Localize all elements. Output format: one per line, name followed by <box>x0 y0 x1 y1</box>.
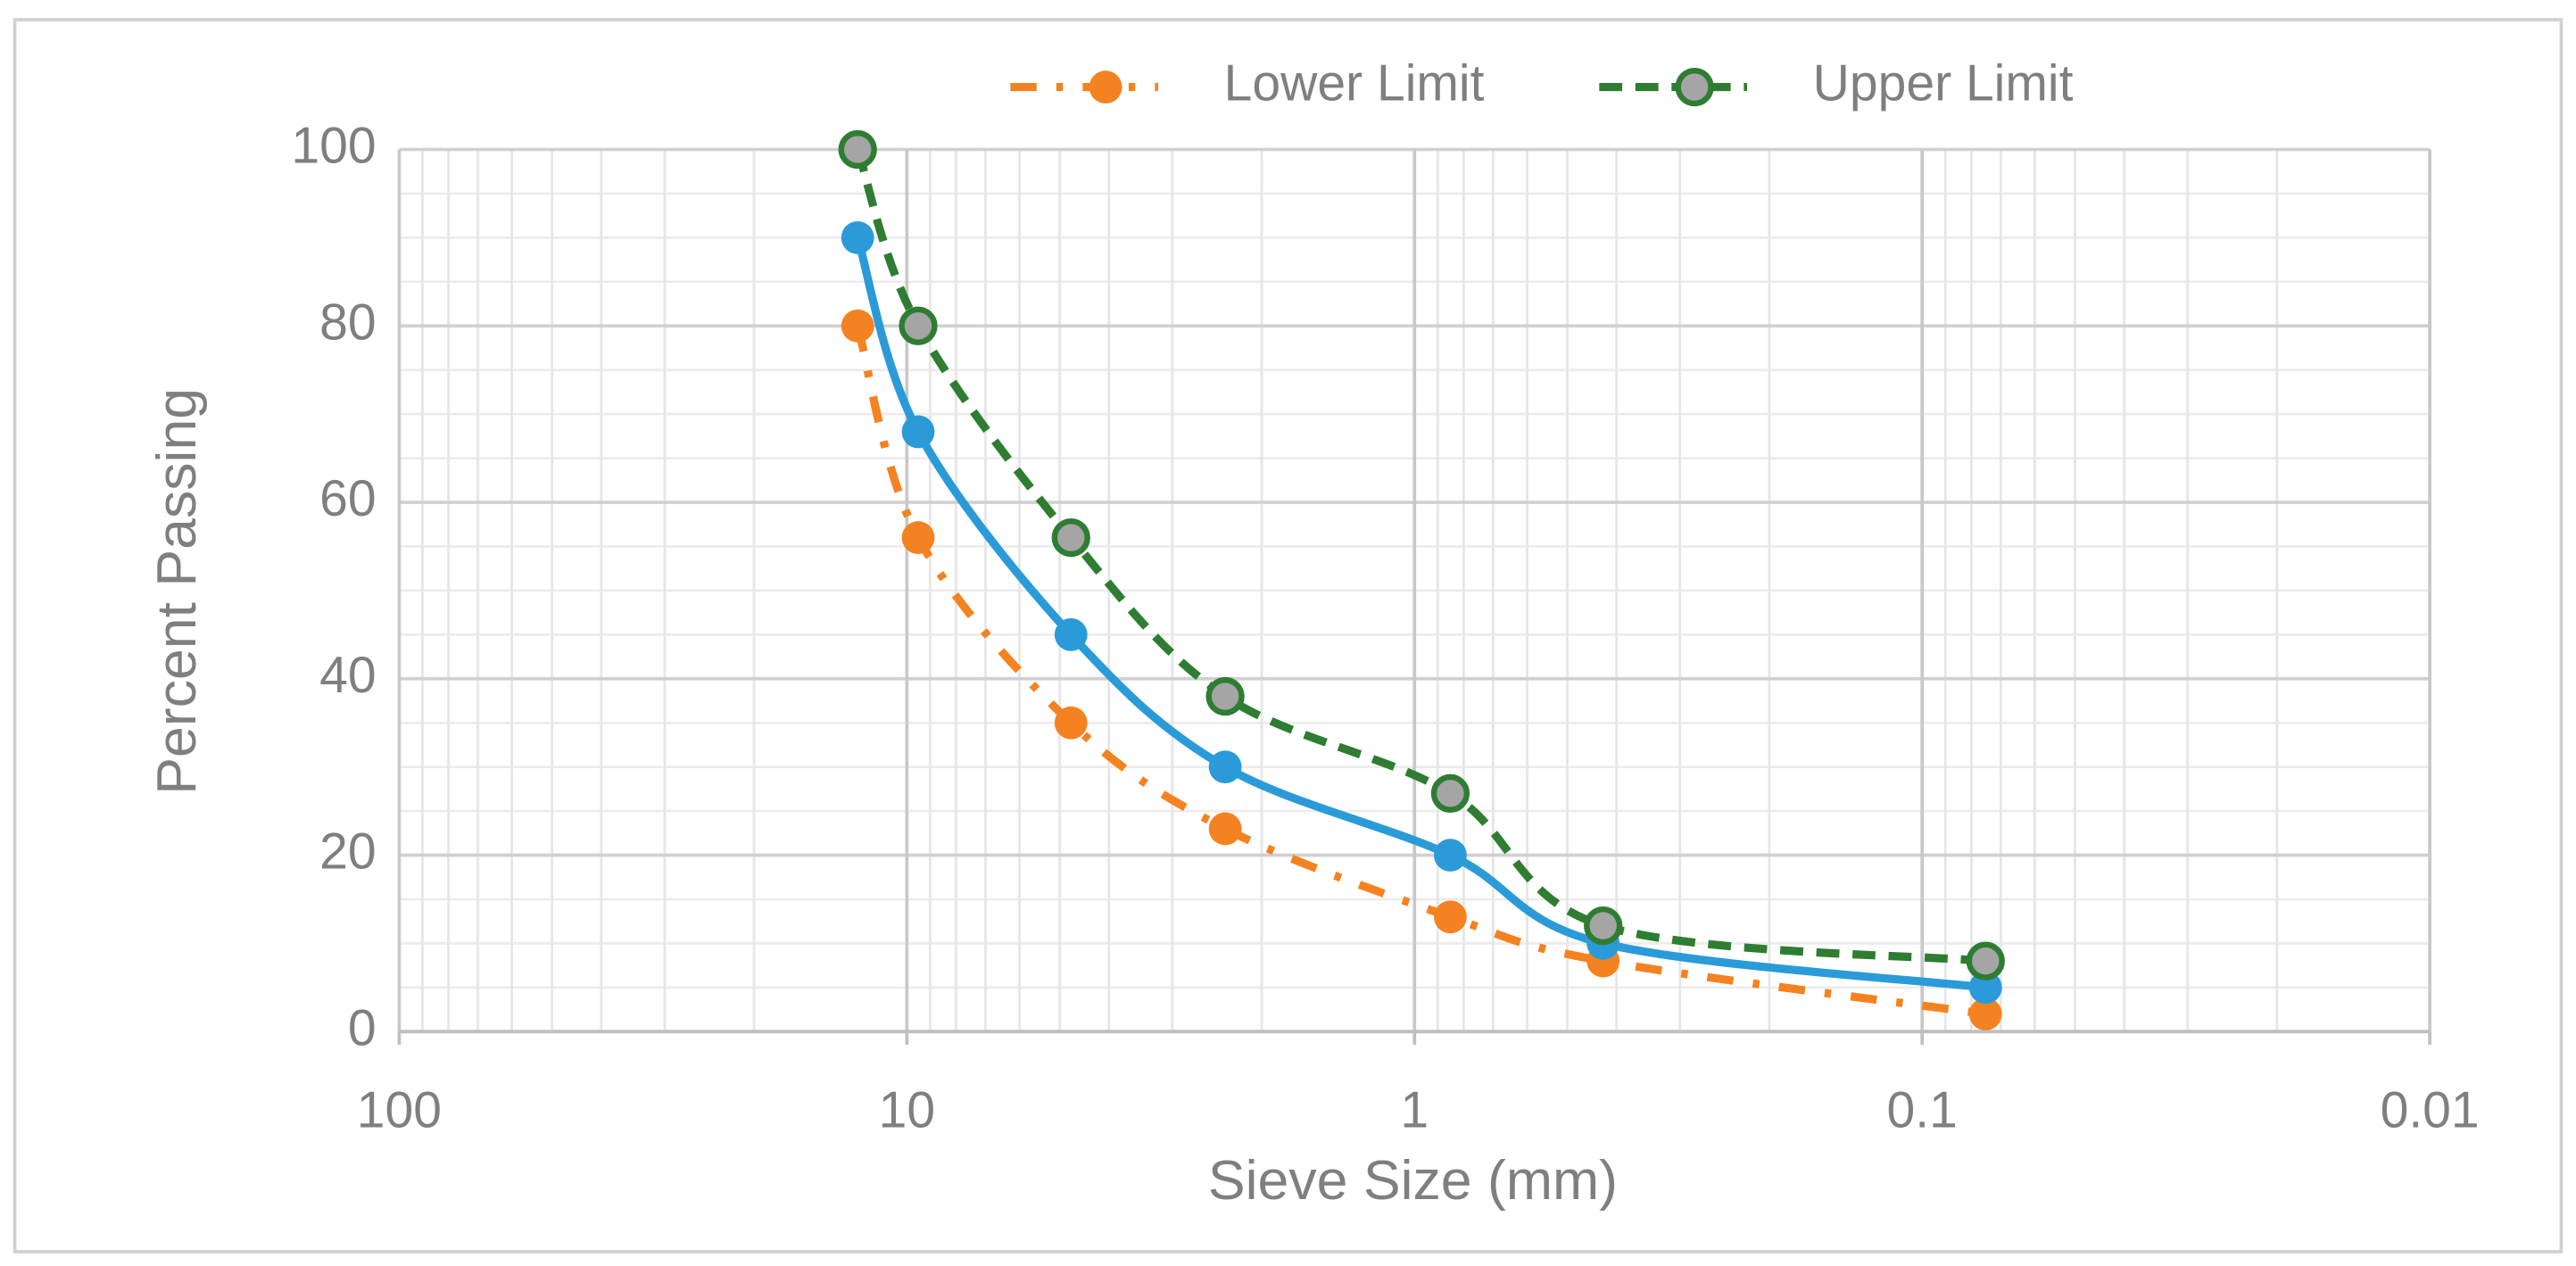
y-tick-label: 20 <box>319 823 376 881</box>
data-point <box>1584 906 1623 946</box>
data-point <box>1205 676 1245 716</box>
grid <box>397 147 2431 1034</box>
x-tick-label: 1 <box>1400 1081 1429 1138</box>
legend-marker <box>1675 67 1714 107</box>
y-tick-label: 0 <box>348 999 377 1056</box>
x-tick-label: 0.01 <box>2381 1081 2480 1138</box>
y-tick-label: 60 <box>319 470 376 527</box>
data-point <box>899 306 938 345</box>
data-point <box>1966 941 2005 981</box>
data-point <box>1968 997 2002 1030</box>
series-line <box>853 148 1986 965</box>
data-point <box>841 309 874 343</box>
y-tick-label: 80 <box>319 294 376 351</box>
x-axis-label: Sieve Size (mm) <box>1208 1149 1618 1212</box>
data-point <box>1208 750 1242 784</box>
data-point <box>838 129 877 170</box>
data-point <box>901 415 935 449</box>
data-point <box>1430 774 1470 813</box>
legend-label: Lower Limit <box>1224 55 1485 112</box>
plot-area <box>838 129 2005 1030</box>
legend-label: Upper Limit <box>1813 55 2074 112</box>
data-point <box>1054 706 1088 740</box>
x-tick-label: 10 <box>879 1081 935 1138</box>
data-point <box>841 221 874 254</box>
data-point <box>1434 900 1467 934</box>
data-point <box>901 521 935 554</box>
y-tick-label: 100 <box>291 118 376 175</box>
data-point <box>1051 517 1090 558</box>
x-tick-label: 0.1 <box>1887 1081 1958 1138</box>
legend-marker <box>1089 70 1122 103</box>
data-point <box>1208 812 1242 846</box>
x-tick-label: 100 <box>357 1081 442 1138</box>
axes: 0 20 40 60 80 100 100 10 1 0.1 0.01 <box>291 118 2479 1139</box>
y-axis-label: Percent Passing <box>145 388 208 795</box>
data-point <box>1054 617 1088 651</box>
data-point <box>1968 971 2002 1005</box>
data-point <box>1434 839 1467 872</box>
y-tick-label: 40 <box>319 647 376 704</box>
legend: Lower Limit Upper Limit <box>1010 55 2074 112</box>
